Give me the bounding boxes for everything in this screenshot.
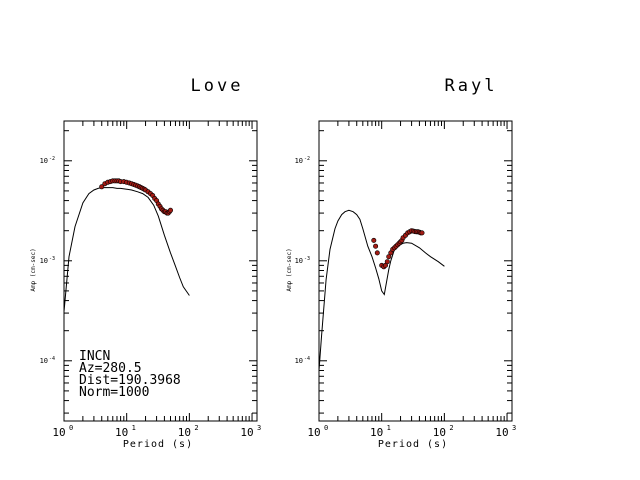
rayl-chart-title: Rayl: [445, 76, 498, 96]
rayl-y-axis-label: Amp (cm-sec): [286, 248, 293, 291]
rayl-data-point: [419, 230, 425, 236]
rayl-x-axis-label: Period (s): [378, 439, 448, 450]
love-y-tick-label-exponent: -4: [49, 356, 55, 362]
love-y-tick-label-exponent: -2: [49, 156, 55, 162]
rayl-model-curve: [318, 209, 445, 371]
rayl-data-point: [374, 250, 380, 256]
rayl-y-tick-label: 10: [295, 257, 303, 265]
love-x-tick-label-exponent: 3: [257, 424, 261, 432]
love-x-tick-label: 10: [52, 426, 65, 439]
rayl-data-point: [373, 243, 379, 249]
love-x-tick-label: 10: [240, 426, 253, 439]
love-x-ticks: [63, 121, 253, 421]
love-y-tick-label: 10: [40, 157, 48, 165]
rayl-x-tick-label-exponent: 0: [324, 424, 328, 432]
rayl-y-tick-label-exponent: -4: [304, 356, 310, 362]
love-chart-panel: Love Period (s) Amp (cm-sec) INCN Az=280…: [30, 76, 261, 450]
love-annotation-distance: Dist=190.3968: [79, 373, 181, 388]
rayl-y-ticks: [319, 130, 512, 414]
love-annotation-azimuth: Az=280.5: [79, 361, 142, 376]
love-x-axis-label: Period (s): [123, 439, 193, 450]
rayl-x-tick-label: 10: [495, 426, 508, 439]
love-y-tick-label: 10: [40, 357, 48, 365]
love-observed-points: [99, 178, 174, 216]
love-data-point: [99, 184, 105, 190]
rayl-data-point: [371, 237, 377, 243]
love-annotation-station: INCN: [79, 349, 110, 364]
rayl-x-tick-label: 10: [307, 426, 320, 439]
rayl-x-ticks: [318, 121, 508, 421]
rayl-data-point: [386, 254, 392, 260]
rayl-y-tick-label: 10: [295, 157, 303, 165]
rayl-y-tick-label-exponent: -3: [304, 256, 310, 262]
love-annotation: INCN Az=280.5 Dist=190.3968 Norm=1000: [79, 349, 181, 400]
love-x-tick-label: 10: [115, 426, 128, 439]
rayl-x-tick-label: 10: [433, 426, 446, 439]
love-x-tick-label: 10: [178, 426, 191, 439]
rayl-plot-frame: [318, 120, 513, 422]
love-x-tick-label-exponent: 0: [69, 424, 73, 432]
love-y-tick-label: 10: [40, 257, 48, 265]
love-chart-title: Love: [191, 76, 244, 96]
rayl-x-tick-label: 10: [370, 426, 383, 439]
rayl-x-tick-label-exponent: 3: [512, 424, 516, 432]
rayl-y-tick-label-exponent: -2: [304, 156, 310, 162]
rayl-y-tick-label: 10: [295, 357, 303, 365]
rayl-observed-points: [371, 228, 425, 270]
love-annotation-norm: Norm=1000: [79, 385, 149, 400]
love-data-point: [168, 207, 174, 213]
rayl-chart-panel: Rayl Period (s) Amp (cm-sec) 10 0 10 1 10 2 10…: [286, 76, 516, 450]
love-model-curve: [63, 187, 190, 312]
love-plot-frame: [63, 120, 258, 422]
rayl-data-point: [384, 259, 390, 265]
love-y-ticks: [64, 130, 257, 414]
rayl-x-tick-label-exponent: 1: [387, 424, 391, 432]
love-x-tick-label-exponent: 2: [194, 424, 198, 432]
love-y-axis-label: Amp (cm-sec): [30, 248, 37, 291]
love-x-tick-label-exponent: 1: [132, 424, 136, 432]
rayl-x-tick-label-exponent: 2: [449, 424, 453, 432]
love-y-tick-label-exponent: -3: [49, 256, 55, 262]
